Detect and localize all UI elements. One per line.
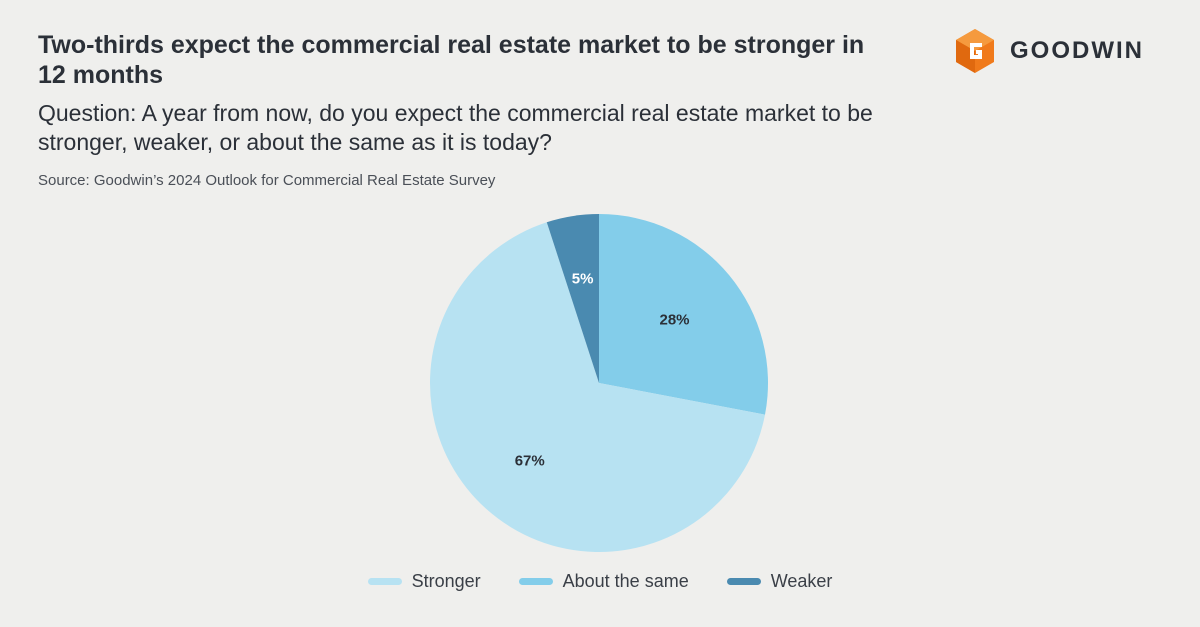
chart-legend: Stronger About the same Weaker — [0, 571, 1200, 592]
legend-item-stronger: Stronger — [367, 571, 481, 592]
legend-label-weaker: Weaker — [770, 571, 833, 591]
legend-item-about-the-same: About the same — [518, 571, 689, 592]
legend-swatch-stronger — [367, 578, 402, 585]
pie-slice-stronger — [429, 222, 766, 553]
chart-title: Two-thirds expect the commercial real es… — [38, 31, 865, 89]
legend-label-about-the-same: About the same — [562, 571, 689, 591]
legend-item-weaker: Weaker — [726, 571, 833, 592]
goodwin-logo: GOODWIN — [955, 28, 1144, 74]
data-label-stronger: 67% — [515, 453, 545, 470]
pie-slice-about-the-same — [599, 214, 768, 415]
goodwin-g-hexagon-icon — [956, 29, 994, 73]
legend-swatch-weaker — [726, 578, 761, 585]
data-label-weaker: 5% — [572, 270, 594, 287]
legend-label-stronger: Stronger — [411, 571, 481, 591]
logo-wordmark: GOODWIN — [1010, 37, 1144, 64]
data-label-about-the-same: 28% — [660, 311, 690, 328]
pie-slice-weaker — [546, 214, 599, 383]
survey-question: Question: A year from now, do you expect… — [38, 100, 873, 155]
source-note: Source: Goodwin’s 2024 Outlook for Comme… — [38, 172, 496, 189]
legend-swatch-about-the-same — [518, 578, 553, 585]
